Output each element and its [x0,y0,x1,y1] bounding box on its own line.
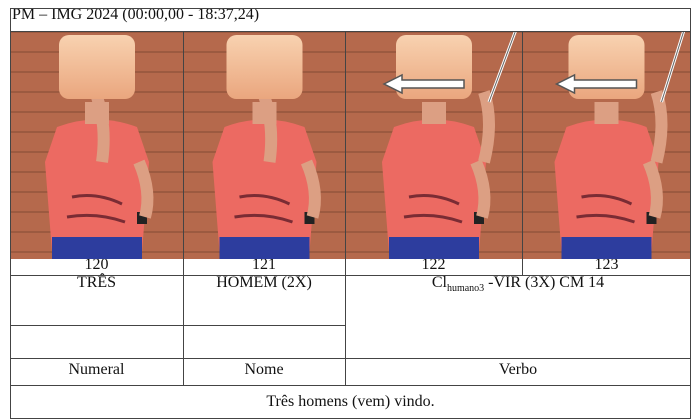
frame-number: 123 [594,256,619,273]
video-frame [184,32,345,259]
border [10,385,691,386]
video-frame [523,32,690,259]
gloss: HOMEM (2X) [216,274,312,291]
header-title: PM – IMG 2024 (00:00,00 - 18:37,24) [12,6,260,23]
border [522,31,523,275]
frame-number: 122 [421,256,446,273]
word-class: Numeral [68,361,125,378]
video-frame [11,32,183,259]
gloss: TRÊS [76,274,117,291]
gloss-sub: humano3 [446,283,485,295]
video-frame [346,32,522,259]
border [10,8,11,419]
border [345,31,346,385]
word-class: Nome [244,361,284,378]
frame-number: 120 [84,256,109,273]
word-class: Verbo [498,361,538,378]
border [10,8,691,9]
gloss: Clhumano3 -VIR (3X) CM 14 [345,274,691,294]
gloss-rest: -VIR (3X) CM 14 [484,274,605,291]
frame-number: 121 [252,256,276,273]
border [10,325,345,326]
border [183,31,184,385]
border [10,275,691,276]
border [10,358,691,359]
gloss-base: Cl [431,274,447,291]
translation: Três homens (vem) vindo. [266,393,435,410]
